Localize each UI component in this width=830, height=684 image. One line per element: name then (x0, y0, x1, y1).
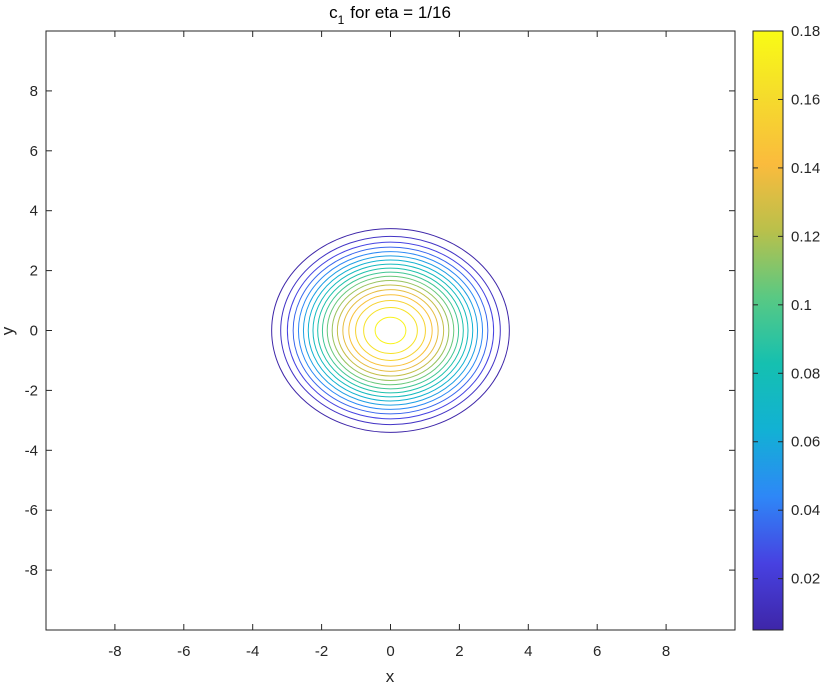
contour-level (317, 267, 464, 394)
contour-level (321, 271, 460, 390)
x-axis-label: x (386, 667, 395, 684)
y-tick-label: 6 (30, 143, 38, 160)
y-tick-label: -6 (25, 502, 38, 519)
colorbar-tick-label: 0.1 (791, 297, 812, 314)
x-tick-label: 0 (386, 643, 394, 660)
colorbar-tick-label: 0.06 (791, 434, 820, 451)
contour-level (297, 251, 484, 410)
contour-level (326, 275, 455, 386)
colorbar-tick-label: 0.18 (791, 23, 820, 40)
contour-level (302, 255, 479, 406)
contour-level (336, 284, 445, 377)
chart-title-subscript: 1 (338, 13, 345, 27)
colorbar-tick-label: 0.02 (791, 571, 820, 588)
y-tick-label: 8 (30, 83, 38, 100)
chart-title-rest: for eta = 1/16 (350, 3, 451, 22)
y-tick-label: -8 (25, 562, 38, 579)
chart-title: c1 for eta = 1/16 (329, 3, 451, 27)
contour-lines (271, 228, 510, 433)
chart-title-base: c (329, 3, 338, 22)
colorbar-tick-label: 0.16 (791, 91, 820, 108)
x-axis-ticks: -8 -6 -4 -2 0 2 4 6 8 (108, 31, 670, 660)
y-tick-label: -2 (25, 382, 38, 399)
contour-level (312, 263, 469, 398)
contour-level (348, 294, 433, 367)
plot-area (46, 31, 735, 630)
contour-level (280, 235, 501, 426)
x-tick-label: -2 (315, 643, 328, 660)
colorbar (752, 30, 784, 631)
contour-level (363, 306, 418, 355)
contour-level (342, 289, 439, 372)
colorbar-tick-label: 0.12 (791, 228, 820, 245)
y-axis-label: y (0, 326, 17, 335)
x-tick-label: -4 (246, 643, 259, 660)
contour-level (292, 246, 489, 415)
x-tick-label: -8 (108, 643, 121, 660)
y-tick-label: -4 (25, 442, 38, 459)
colorbar-tick-label: 0.14 (791, 160, 820, 177)
contour-level (286, 241, 495, 420)
x-tick-label: 6 (593, 643, 601, 660)
contour-level (271, 228, 510, 433)
x-tick-label: 8 (662, 643, 670, 660)
y-tick-label: 2 (30, 263, 38, 280)
y-tick-label: 4 (30, 203, 38, 220)
contour-level (374, 316, 407, 345)
colorbar-tick-label: 0.08 (791, 365, 820, 382)
contour-level (355, 300, 426, 361)
contour-level (331, 280, 450, 381)
x-tick-label: 2 (455, 643, 463, 660)
x-tick-label: -6 (177, 643, 190, 660)
colorbar-tick-label: 0.04 (791, 502, 820, 519)
y-tick-label: 0 (30, 323, 38, 340)
colorbar-ticks: 0.02 0.04 0.06 0.08 0.1 0.12 0.14 0.16 0.18 (753, 23, 820, 588)
x-tick-label: 4 (524, 643, 532, 660)
contour-level (307, 259, 474, 402)
y-axis-ticks: -8 -6 -4 -2 0 2 4 6 8 (25, 83, 735, 579)
